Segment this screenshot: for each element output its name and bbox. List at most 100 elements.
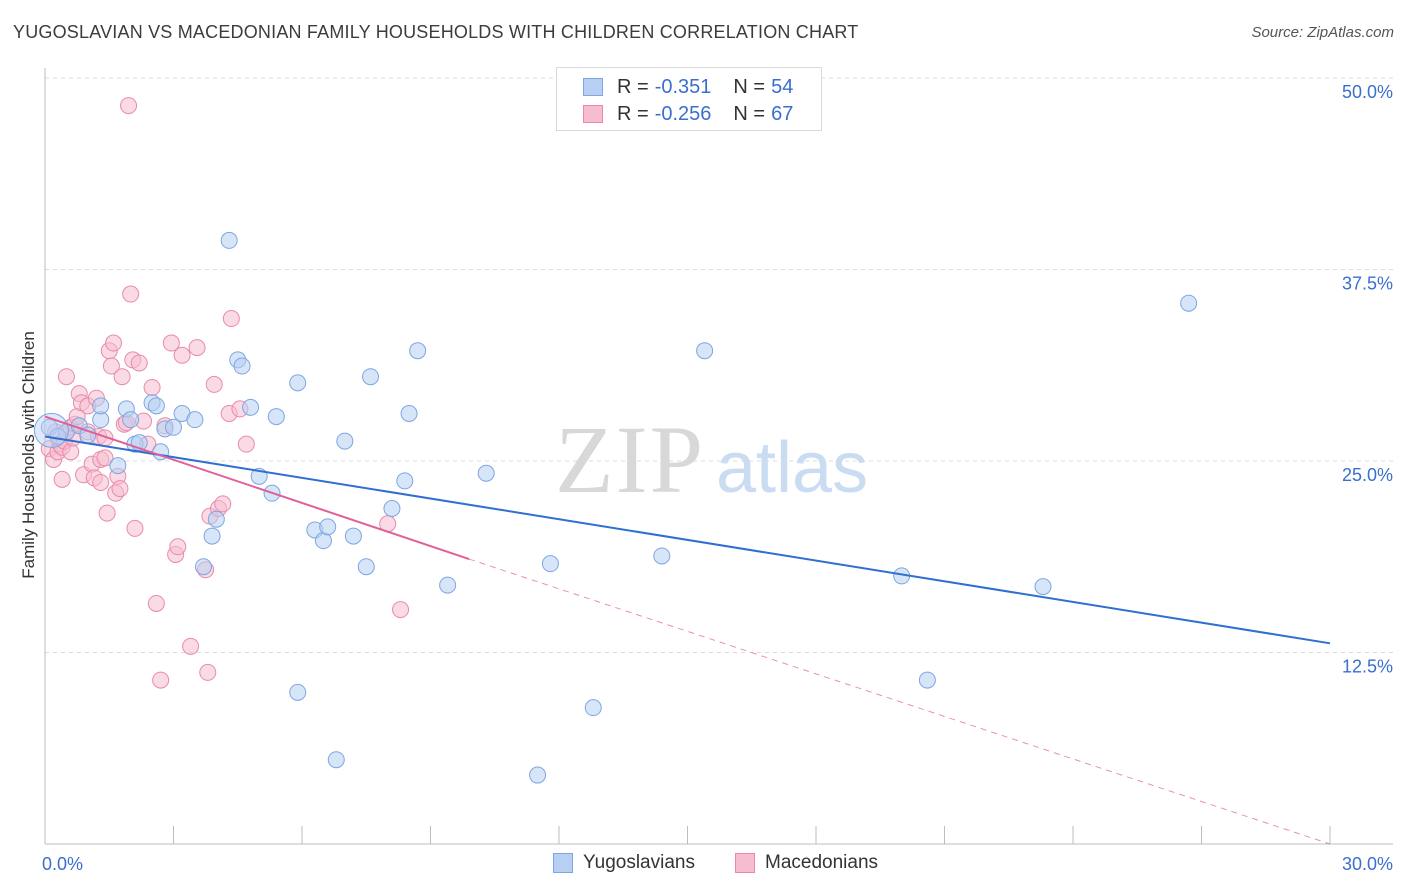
yugoslavian-point bbox=[362, 368, 380, 386]
yugoslavian-point bbox=[327, 751, 345, 769]
macedonian-point bbox=[199, 663, 217, 681]
yugoslavian-point bbox=[147, 397, 165, 415]
macedonian-point bbox=[126, 519, 144, 537]
chart-title: YUGOSLAVIAN VS MACEDONIAN FAMILY HOUSEHO… bbox=[13, 22, 859, 42]
macedonian-point bbox=[237, 435, 255, 453]
macedonian-point bbox=[53, 470, 71, 488]
yugoslavian-point bbox=[109, 457, 127, 475]
yugoslavian-point bbox=[696, 342, 714, 360]
macedonian-point bbox=[98, 504, 116, 522]
legend-swatch-pink bbox=[583, 105, 603, 123]
macedonian-point bbox=[120, 97, 138, 115]
yugoslavian-point bbox=[289, 374, 307, 392]
yugoslavian-point bbox=[584, 699, 602, 717]
yugoslavian-point bbox=[653, 547, 671, 565]
tick-labels: 12.5% 25.0% 37.5% 50.0% 0.0% 30.0% bbox=[42, 82, 1393, 874]
legend-label-macedonians: Macedonians bbox=[765, 852, 879, 873]
macedonian-point bbox=[214, 495, 232, 513]
yugoslavian-trend-line bbox=[44, 435, 1331, 645]
yugoslavian-point bbox=[344, 527, 362, 545]
macedonian-points bbox=[40, 97, 410, 689]
yugoslavian-point bbox=[541, 555, 559, 573]
macedonian-point bbox=[122, 285, 140, 303]
legend-r-value: -0.351 bbox=[654, 75, 712, 98]
macedonian-point bbox=[113, 368, 131, 386]
macedonian-point bbox=[173, 346, 191, 364]
yugoslavian-point bbox=[220, 231, 238, 249]
macedonian-point bbox=[105, 334, 123, 352]
legend-n-label: N = bbox=[733, 102, 766, 125]
macedonian-point bbox=[130, 354, 148, 372]
yugoslavian-point bbox=[267, 408, 285, 426]
x-tick-label: 0.0% bbox=[42, 854, 83, 874]
legend-n-label: N = bbox=[733, 75, 766, 98]
macedonian-point bbox=[92, 473, 110, 491]
legend-r-label: R = bbox=[617, 102, 649, 125]
yugoslavian-point bbox=[92, 397, 110, 415]
yugoslavian-point bbox=[122, 411, 140, 429]
legend-row-yugoslavians: R = -0.351 N = 54 bbox=[583, 75, 793, 99]
x-tick-label: 30.0% bbox=[1342, 854, 1393, 874]
macedonian-point bbox=[222, 310, 240, 328]
yugoslavian-point bbox=[1180, 294, 1198, 312]
macedonian-trend-line bbox=[44, 415, 470, 560]
macedonian-point bbox=[182, 637, 200, 655]
watermark: ZIP atlas bbox=[555, 406, 868, 513]
yugoslavian-point bbox=[396, 472, 414, 490]
y-tick-label: 12.5% bbox=[1342, 657, 1393, 677]
legend-r-label: R = bbox=[617, 75, 649, 98]
legend-swatch-pink bbox=[735, 853, 755, 873]
yugoslavian-point bbox=[165, 418, 182, 436]
correlation-legend: R = -0.351 N = 54 R = -0.256 N = 67 bbox=[556, 67, 822, 131]
yugoslavian-point bbox=[400, 405, 418, 423]
macedonian-point bbox=[392, 601, 410, 619]
legend-swatch-blue bbox=[583, 78, 603, 96]
watermark-zip: ZIP bbox=[555, 406, 705, 513]
yugoslavian-point bbox=[319, 518, 337, 536]
y-tick-label: 25.0% bbox=[1342, 465, 1393, 485]
yugoslavian-point bbox=[529, 766, 547, 784]
macedonian-point bbox=[152, 671, 170, 689]
yugoslavian-point bbox=[203, 527, 221, 545]
watermark-atlas: atlas bbox=[716, 428, 868, 508]
legend-yugoslavians: Yugoslavians bbox=[553, 852, 695, 874]
macedonian-point bbox=[162, 334, 180, 352]
yugoslavian-point bbox=[233, 357, 251, 375]
source-label: Source: ZipAtlas.com bbox=[1251, 24, 1394, 41]
macedonian-point bbox=[143, 378, 161, 396]
macedonian-point bbox=[57, 368, 75, 386]
yugoslavian-point bbox=[207, 510, 225, 528]
legend-macedonians: Macedonians bbox=[735, 852, 878, 874]
yugoslavian-point bbox=[477, 464, 495, 482]
yugoslavian-point bbox=[918, 671, 936, 689]
yugoslavian-point bbox=[383, 499, 401, 517]
yugoslavian-point bbox=[186, 411, 204, 429]
legend-swatch-blue bbox=[553, 853, 573, 873]
legend-n-value: 54 bbox=[771, 75, 794, 98]
macedonian-point bbox=[205, 375, 223, 393]
macedonian-point bbox=[169, 538, 187, 556]
macedonian-trend-extension bbox=[468, 558, 1331, 845]
legend-row-macedonians: R = -0.256 N = 67 bbox=[583, 102, 793, 126]
yugoslavian-point bbox=[289, 683, 307, 701]
legend-r-value: -0.256 bbox=[654, 102, 712, 125]
yugoslavian-point bbox=[409, 342, 427, 360]
macedonian-point bbox=[188, 339, 206, 357]
yugoslavian-point bbox=[242, 398, 260, 416]
macedonian-point bbox=[96, 449, 114, 467]
y-axis-label: Family Households with Children bbox=[19, 331, 38, 579]
yugoslavian-point bbox=[336, 432, 354, 450]
legend-label-yugoslavians: Yugoslavians bbox=[583, 852, 695, 873]
yugoslavian-point bbox=[1034, 578, 1052, 596]
y-tick-label: 50.0% bbox=[1342, 82, 1393, 102]
legend-n-value: 67 bbox=[771, 102, 794, 125]
macedonian-point bbox=[147, 594, 165, 612]
macedonian-point bbox=[102, 357, 120, 375]
trend-lines bbox=[44, 415, 1331, 845]
y-tick-label: 37.5% bbox=[1342, 274, 1393, 294]
yugoslavian-point bbox=[439, 576, 457, 594]
macedonian-point bbox=[111, 480, 129, 498]
yugoslavian-point bbox=[194, 558, 212, 576]
yugoslavian-point bbox=[357, 558, 375, 576]
